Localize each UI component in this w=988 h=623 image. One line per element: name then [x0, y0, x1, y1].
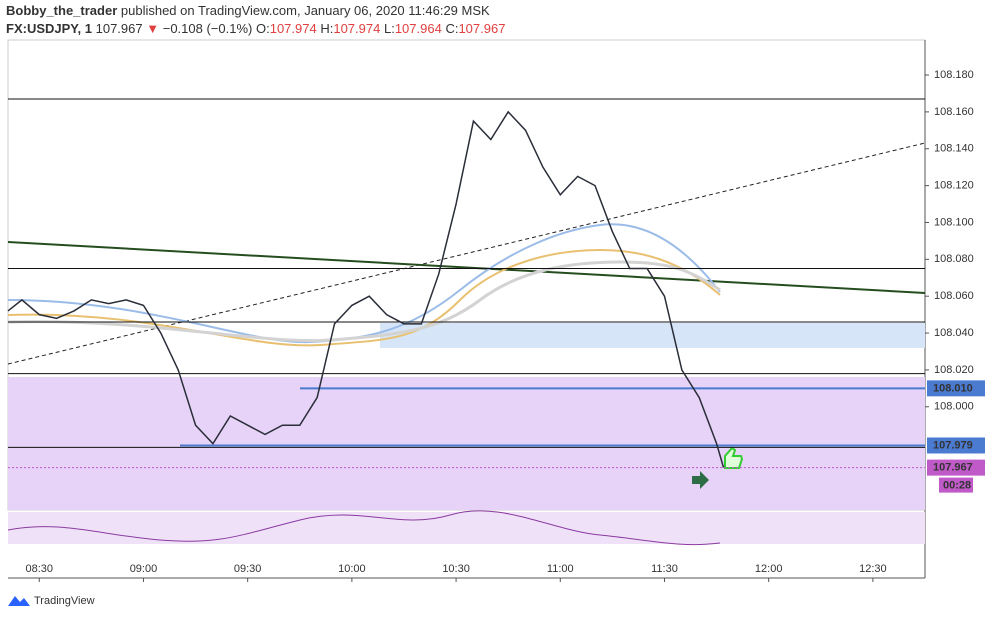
- ma-grey: [7, 260, 721, 343]
- price-tag-label: 107.979: [933, 439, 973, 451]
- ma-blue: [7, 223, 721, 344]
- published: published on TradingView.com, January 06…: [121, 3, 490, 18]
- x-tick-label: 12:30: [859, 563, 887, 575]
- close: 107.967: [458, 21, 505, 36]
- x-tick-label: 11:30: [651, 563, 678, 575]
- open: 107.974: [270, 21, 317, 36]
- x-tick-label: 09:00: [130, 563, 158, 575]
- x-tick-label: 08:30: [25, 563, 53, 575]
- last: 107.967: [96, 21, 143, 36]
- x-tick-label: 09:30: [234, 563, 262, 575]
- y-tick-label: 108.180: [934, 69, 974, 81]
- countdown: 00:28: [943, 480, 971, 492]
- header-line: Bobby_the_trader published on TradingVie…: [6, 3, 490, 18]
- price-line-series: [7, 110, 725, 468]
- ohlc-line: FX:USDJPY, 1 107.967 ▼ −0.108 (−0.1%) O:…: [6, 21, 505, 36]
- publisher: Bobby_the_trader: [6, 3, 117, 18]
- price-tag-label: 107.967: [933, 462, 973, 474]
- countdown-bg: [939, 477, 973, 493]
- x-tick-label: 10:30: [442, 563, 470, 575]
- h-label: H:: [320, 21, 333, 36]
- price-tag: [927, 380, 985, 397]
- y-tick-label: 108.060: [934, 290, 974, 302]
- l-label: L:: [384, 21, 395, 36]
- y-tick-label: 108.040: [934, 327, 974, 339]
- y-tick-label: 108.140: [934, 143, 974, 155]
- trend-green: [7, 241, 926, 294]
- x-tick-label: 11:00: [547, 563, 574, 575]
- y-tick-label: 108.020: [934, 364, 974, 376]
- high: 107.974: [333, 21, 380, 36]
- purple-zone: [8, 377, 925, 510]
- o-label: O:: [256, 21, 270, 36]
- osc-zone: [8, 512, 925, 544]
- oscillator: [7, 510, 721, 546]
- x-tick-label: 10:00: [338, 563, 366, 575]
- symbol: FX:USDJPY, 1: [6, 21, 92, 36]
- price-tag: [927, 459, 985, 476]
- y-tick-label: 108.160: [934, 106, 974, 118]
- price-tag-label: 108.010: [933, 382, 973, 394]
- c-label: C:: [445, 21, 458, 36]
- logo: [8, 596, 30, 606]
- y-tick-label: 108.080: [934, 253, 974, 265]
- thumbs-up: [724, 446, 744, 469]
- y-tick-label: 108.000: [934, 401, 974, 413]
- blue-zone: [380, 323, 925, 348]
- brand: TradingView: [34, 595, 95, 607]
- low: 107.964: [395, 21, 442, 36]
- arrow-marker: [692, 471, 709, 489]
- y-tick-label: 108.100: [934, 216, 974, 228]
- down-arrow: ▼: [146, 21, 159, 36]
- price-tag: [927, 437, 985, 454]
- y-tick-label: 108.120: [934, 180, 974, 192]
- change: −0.108 (−0.1%): [163, 21, 253, 36]
- x-tick-label: 12:00: [755, 563, 783, 575]
